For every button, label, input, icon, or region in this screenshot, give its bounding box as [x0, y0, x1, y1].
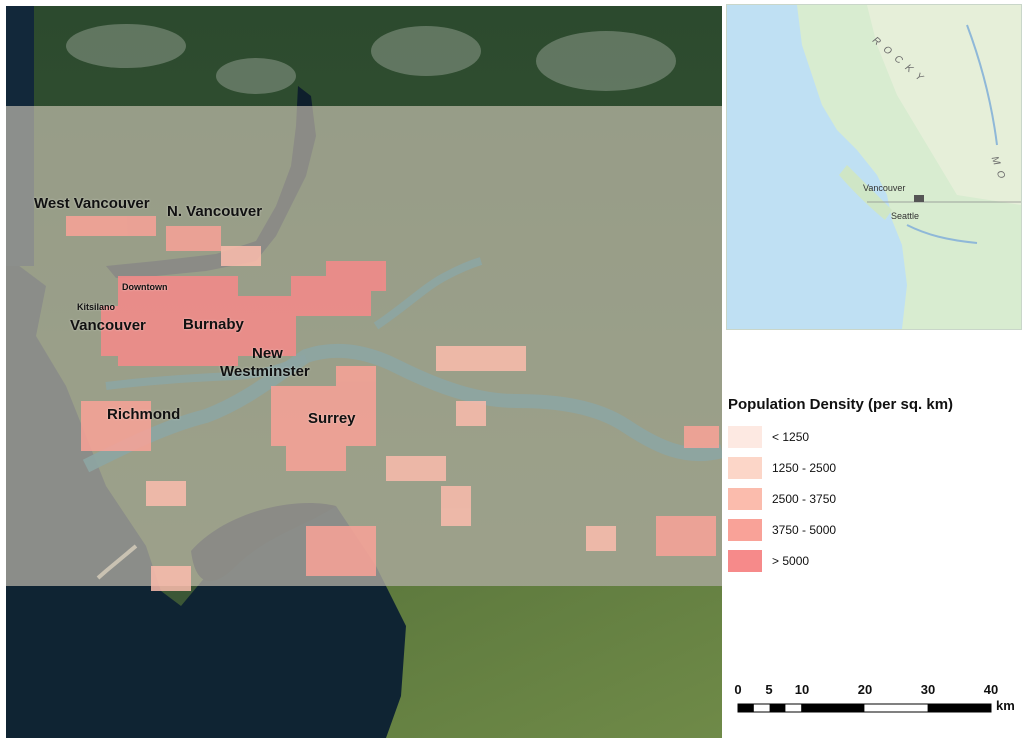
legend-title: Population Density (per sq. km) [728, 396, 954, 413]
legend-item: 1250 - 2500 [728, 452, 1020, 483]
main-map[interactable]: West Vancouver N. Vancouver Downtown Kit… [6, 6, 722, 738]
legend-item: > 5000 [728, 545, 1020, 576]
legend-label: > 5000 [772, 553, 810, 568]
legend-item: < 1250 [728, 421, 1020, 452]
scale-tick-label: 0 [734, 682, 742, 697]
label-north-vancouver: N. Vancouver [167, 203, 263, 220]
label-burnaby: Burnaby [183, 316, 244, 333]
label-vancouver: Vancouver [70, 317, 146, 334]
scale-tick-label: 40 [983, 682, 999, 697]
scale-tick-label: 10 [794, 682, 810, 697]
map-canvas [6, 6, 722, 738]
label-kitsilano: Kitsilano [77, 302, 116, 312]
inset-locator-map[interactable]: Vancouver Seattle R O C K Y M O [726, 4, 1022, 330]
inset-label-vancouver: Vancouver [863, 183, 906, 193]
strait-of-georgia [6, 256, 406, 738]
inset-study-area-marker [914, 195, 924, 202]
pitt-river [373, 257, 483, 330]
mountain-peaks [66, 24, 676, 94]
scale-bar: 0 5 10 20 30 40 km [728, 682, 1024, 722]
legend-swatch [728, 487, 762, 510]
scale-unit: km [996, 698, 1015, 713]
legend-swatch [728, 549, 762, 572]
label-richmond: Richmond [107, 406, 181, 423]
ferry-terminal-jetty [96, 544, 138, 580]
label-downtown: Downtown [122, 282, 168, 292]
inset-label-seattle: Seattle [891, 211, 920, 221]
inset-interior [867, 5, 1021, 205]
farmland [386, 586, 722, 738]
fraser-river-north-arm [105, 354, 308, 390]
density-blocks [66, 216, 719, 591]
legend-swatch [728, 518, 762, 541]
legend-label: < 1250 [772, 429, 810, 444]
scale-tick-label: 30 [920, 682, 936, 697]
legend-swatch [728, 425, 762, 448]
legend-item: 3750 - 5000 [728, 514, 1020, 545]
legend-swatch [728, 456, 762, 479]
legend-item: 2500 - 3750 [728, 483, 1020, 514]
scale-tick-label: 5 [765, 682, 773, 697]
legend: Population Density (per sq. km) < 1250 1… [728, 396, 1020, 576]
legend-label: 1250 - 2500 [772, 460, 837, 475]
label-new-westminster-line2: Westminster [220, 363, 310, 380]
inset-canvas [727, 5, 1021, 329]
legend-label: 3750 - 5000 [772, 522, 837, 537]
label-new-westminster-line1: New [252, 345, 283, 362]
label-west-vancouver: West Vancouver [34, 195, 150, 212]
label-surrey: Surrey [308, 410, 356, 427]
inset-vancouver-island [839, 165, 892, 220]
legend-label: 2500 - 3750 [772, 491, 837, 506]
fraser-river [82, 343, 722, 473]
scale-tick-label: 20 [857, 682, 873, 697]
scale-bar-graphic [737, 703, 992, 713]
